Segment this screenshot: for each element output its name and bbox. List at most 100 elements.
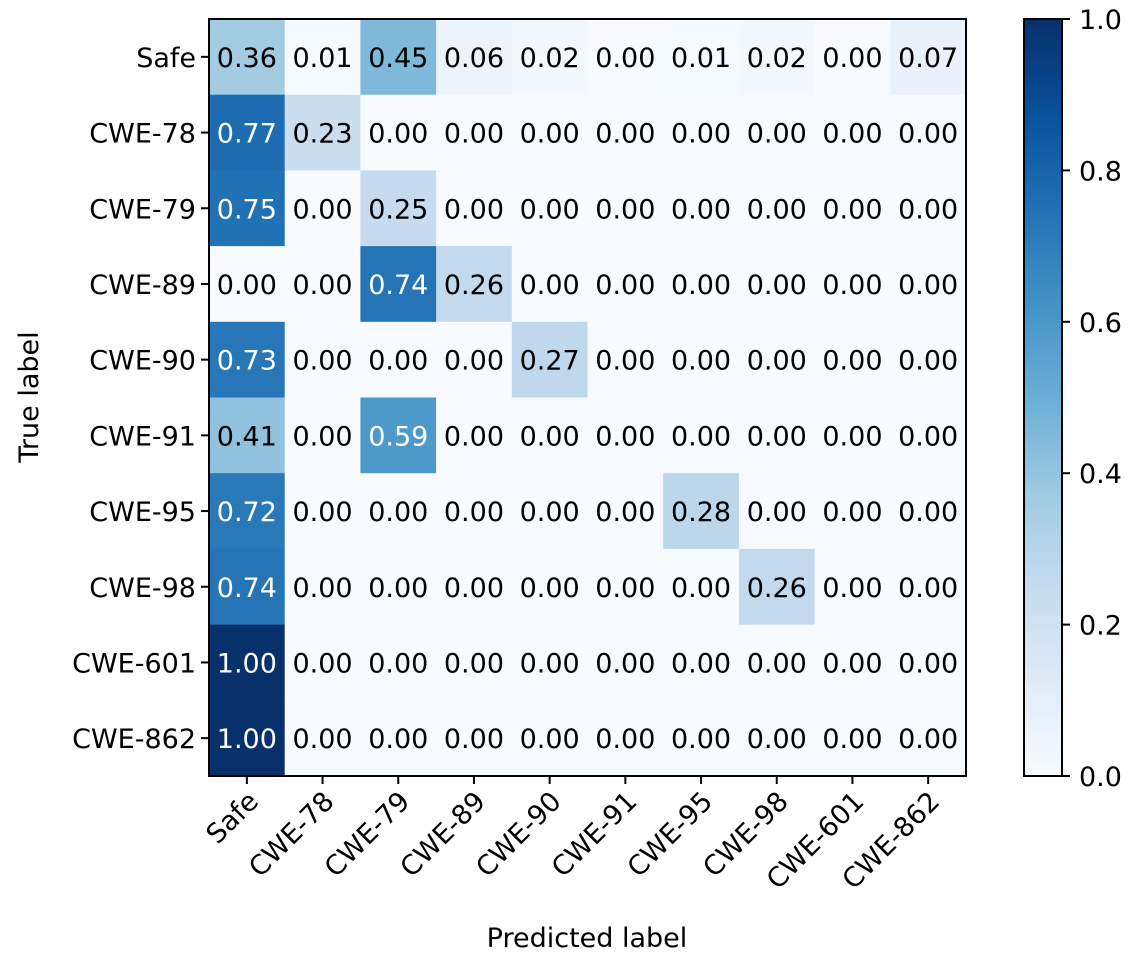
cell-value-label: 0.00	[368, 724, 428, 755]
cell-value-label: 0.00	[595, 497, 655, 528]
cell-value-label: 0.00	[822, 497, 882, 528]
cell-value-label: 0.00	[671, 194, 731, 225]
cell-value-label: 0.00	[595, 724, 655, 755]
cell-value-label: 0.00	[671, 724, 731, 755]
cell-value-label: 0.02	[747, 43, 807, 74]
cell-value-label: 0.00	[898, 270, 958, 301]
cell-value-label: 0.00	[822, 346, 882, 377]
cell-value-label: 0.00	[520, 573, 580, 604]
heatmap-cell	[436, 94, 513, 171]
heatmap-cell	[436, 624, 513, 701]
cell-value-label: 0.00	[747, 421, 807, 452]
colorbar-gradient	[1023, 18, 1063, 777]
heatmap-cell	[284, 548, 361, 626]
heatmap-cell	[360, 700, 437, 777]
heatmap-cell	[360, 94, 437, 171]
cell-value-label: 0.00	[595, 119, 655, 150]
heatmap-cell	[436, 397, 513, 474]
heatmap-cell	[814, 548, 891, 626]
cell-value-label: 0.00	[292, 346, 352, 377]
cell-value-label: 0.00	[671, 573, 731, 604]
cell-value-label: 0.00	[898, 421, 958, 452]
cell-value-label: 0.00	[595, 270, 655, 301]
cell-value-label: 0.00	[368, 497, 428, 528]
heatmap-cell	[360, 548, 437, 626]
cell-value-label: 0.25	[368, 194, 428, 225]
cell-value-label: 0.00	[595, 573, 655, 604]
heatmap-cell	[209, 170, 286, 247]
heatmap-cell	[663, 700, 740, 777]
heatmap-cell	[209, 19, 286, 96]
heatmap-cell	[436, 700, 513, 777]
cell-value-label: 0.06	[444, 43, 504, 74]
heatmap-cell	[663, 321, 740, 399]
heatmap-cell	[738, 94, 816, 171]
heatmap-cell	[738, 624, 816, 701]
heatmap-cell	[436, 321, 513, 399]
cell-value-label: 0.28	[671, 497, 731, 528]
heatmap-cell	[814, 624, 891, 701]
cell-value-label: 0.00	[671, 119, 731, 150]
heatmap-cell	[436, 170, 513, 247]
cell-value-label: 0.00	[898, 119, 958, 150]
cell-value-label: 0.00	[671, 270, 731, 301]
heatmap-cell	[360, 321, 437, 399]
cell-value-label: 0.59	[368, 421, 428, 452]
cell-value-label: 0.00	[444, 573, 504, 604]
heatmap-cell	[587, 94, 664, 171]
heatmap-cell	[663, 397, 740, 474]
colorbar-ticks: 0.0 0.2 0.4 0.6 0.8 1.0	[1062, 5, 1122, 793]
cell-value-label: 0.00	[520, 194, 580, 225]
cell-value-label: 0.00	[898, 724, 958, 755]
colorbar-tick-label: 0.2	[1079, 611, 1122, 642]
heatmap-cell	[284, 321, 361, 399]
cell-value-label: 0.77	[217, 119, 277, 150]
heatmap-cell	[360, 170, 437, 247]
cell-value-label: 0.00	[520, 724, 580, 755]
heatmap-cell	[436, 19, 513, 96]
heatmap-cell	[587, 548, 664, 626]
y-tick-label: CWE-862	[72, 724, 196, 755]
heatmap-cell	[814, 246, 891, 323]
heatmap-cell	[511, 473, 589, 550]
plot-frame	[208, 18, 967, 777]
cell-value-label: 0.00	[822, 421, 882, 452]
cell-value-label: 0.74	[368, 270, 428, 301]
cell-value-label: 0.41	[217, 421, 277, 452]
heatmap-cell	[209, 94, 286, 171]
heatmap-cell	[360, 473, 437, 550]
colorbar-tick-label: 0.6	[1079, 308, 1122, 339]
heatmap-cell	[738, 170, 816, 247]
y-tick-label: CWE-78	[89, 119, 196, 150]
heatmap-cell	[587, 700, 664, 777]
cell-value-label: 0.00	[747, 648, 807, 679]
heatmap-cell	[209, 321, 286, 399]
cell-value-label: 0.00	[292, 573, 352, 604]
heatmap-cells	[209, 19, 967, 777]
cell-value-label: 0.00	[292, 648, 352, 679]
heatmap-cell	[814, 170, 891, 247]
heatmap-cell	[814, 94, 891, 171]
cell-value-label: 0.73	[217, 346, 277, 377]
heatmap-cell	[511, 19, 589, 96]
y-tick-label: CWE-601	[72, 648, 196, 679]
cell-value-label: 0.00	[292, 194, 352, 225]
cell-value-label: 0.36	[217, 43, 277, 74]
heatmap-cell	[587, 170, 664, 247]
cell-value-label: 0.00	[368, 119, 428, 150]
cell-value-label: 0.02	[520, 43, 580, 74]
cell-value-label: 0.00	[444, 497, 504, 528]
heatmap-cell	[890, 321, 967, 399]
heatmap-cell	[663, 473, 740, 550]
heatmap-cell	[814, 700, 891, 777]
heatmap-cell	[209, 397, 286, 474]
heatmap-cell	[284, 246, 361, 323]
cell-value-label: 0.00	[747, 270, 807, 301]
heatmap-cell	[738, 548, 816, 626]
y-tick-label: CWE-89	[89, 270, 196, 301]
colorbar-tick-label: 0.8	[1079, 156, 1122, 187]
heatmap-cell	[511, 700, 589, 777]
heatmap-cell	[814, 19, 891, 96]
heatmap-cell	[284, 700, 361, 777]
